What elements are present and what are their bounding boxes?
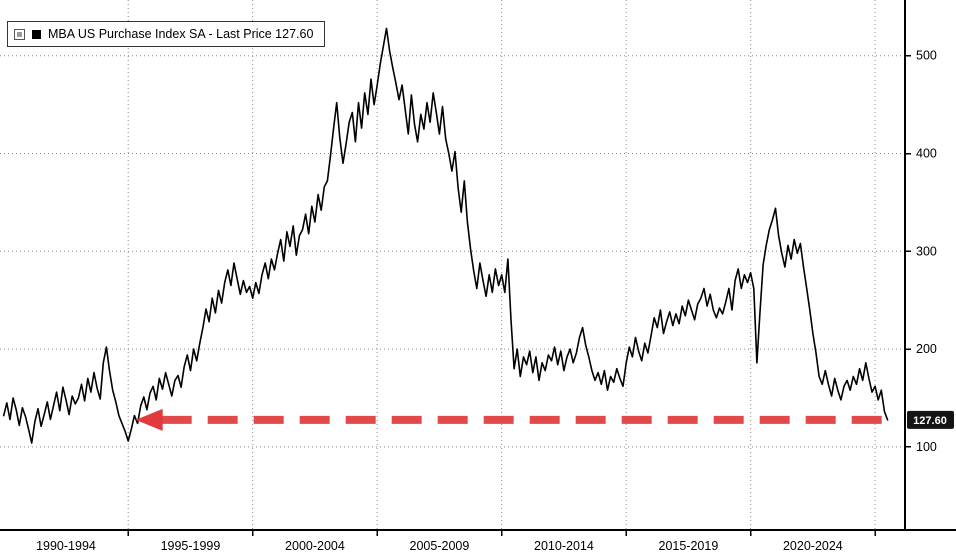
legend[interactable]: MBA US Purchase Index SA - Last Price 12… [7,21,326,47]
y-axis-tick-label: 100 [916,440,937,454]
series-marker-icon [32,29,41,39]
last-price-badge: 127.60 [907,410,954,429]
x-axis-tick-label: 1995-1999 [161,539,221,553]
y-axis-tick-label: 500 [916,49,937,63]
trend-arrow [135,408,896,431]
last-price-label: 127.60 [913,415,947,427]
x-axis-tick-label: 2005-2009 [410,539,470,553]
x-axis-tick-label: 2000-2004 [285,539,345,553]
x-axis-tick-label: 2020-2024 [783,539,843,553]
x-axis-tick-label: 2010-2014 [534,539,594,553]
x-axis-tick-label: 1990-1994 [36,539,96,553]
arrow-head-icon [135,408,163,431]
price-line [2,27,889,444]
legend-toggle-icon[interactable] [14,28,25,40]
x-axis-tick-label: 2015-2019 [659,539,719,553]
y-axis-tick-label: 300 [916,244,937,258]
y-axis-tick-label: 400 [916,147,937,161]
series-line [2,27,889,444]
y-axis-tick-label: 200 [916,342,937,356]
gridlines [0,0,905,530]
legend-toggle-inner-icon [17,31,22,37]
legend-label: MBA US Purchase Index SA - Last Price 12… [48,27,314,41]
